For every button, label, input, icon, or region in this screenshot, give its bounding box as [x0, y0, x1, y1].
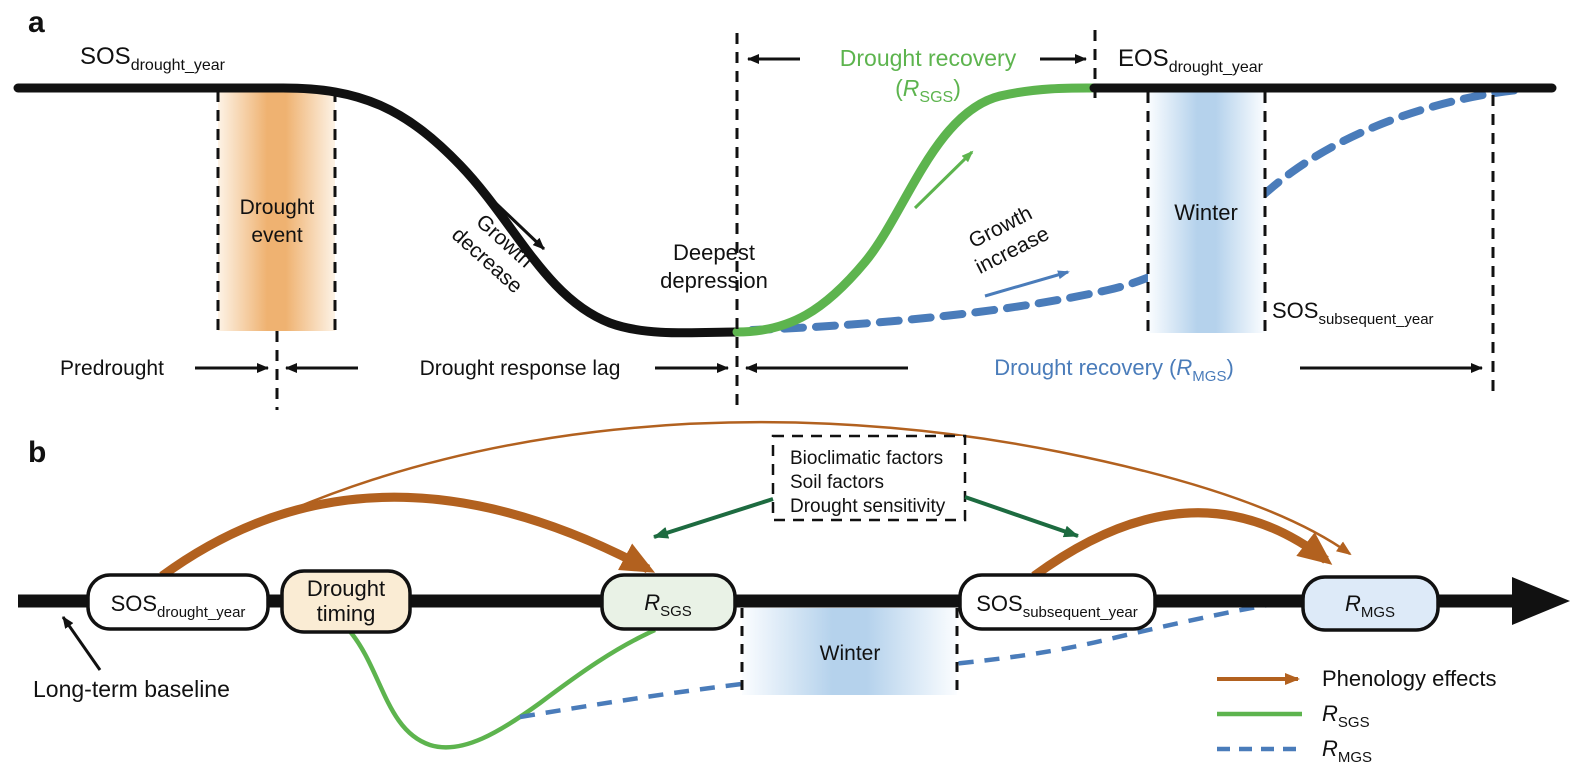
factor-soil: Soil factors [790, 472, 884, 493]
eos-drought-year-label-a: EOSdrought_year [1118, 45, 1264, 76]
svg-text:RSGS: RSGS [644, 590, 692, 620]
recovery-sgs-symbol: (RSGS) [895, 75, 961, 106]
phenology-arc-sosnext-to-rmgs [1031, 508, 1333, 580]
svg-text:depression: depression [660, 268, 768, 293]
predrought-label: Predrought [60, 357, 164, 380]
timeline-arrowhead [1512, 577, 1570, 625]
winter-label-a: Winter [1174, 200, 1238, 225]
svg-text:event: event [251, 224, 303, 247]
factors-box: Bioclimatic factors Soil factors Drought… [771, 434, 967, 522]
legend: Phenology effects RSGS RMGS [1217, 666, 1497, 766]
growth-increase-green-arrow [913, 150, 974, 210]
sos-drought-year-label-a: SOSdrought_year [80, 43, 226, 74]
winter-box-a: Winter [1146, 92, 1267, 333]
factors-arrow-right [964, 495, 1079, 538]
growth-decrease-label: Growth decrease [447, 210, 537, 298]
factors-arrow-left [653, 497, 774, 539]
sos-subsequent-year-label-a: SOSsubsequent_year [1272, 298, 1434, 328]
rsgs-curve-b [346, 627, 656, 750]
node-sos-drought-year: SOSdrought_year [86, 573, 270, 631]
legend-phenology-label: Phenology effects [1322, 666, 1497, 691]
deepest-depression-label: Deepest [673, 240, 755, 265]
factor-drought-sensitivity: Drought sensitivity [790, 496, 946, 517]
winter-label-b: Winter [820, 642, 881, 665]
response-lag-label: Drought response lag [420, 357, 621, 380]
recovery-curve-mgs [748, 86, 1522, 334]
node-r-mgs: RMGS [1301, 575, 1440, 632]
legend-rsgs-label: RSGS [1322, 701, 1370, 731]
svg-text:SOSsubsequent_year: SOSsubsequent_year [976, 591, 1138, 621]
svg-text:SOSdrought_year: SOSdrought_year [111, 591, 246, 621]
long-term-baseline-label: Long-term baseline [33, 676, 230, 702]
drought-event-box: Drought event [216, 91, 337, 331]
svg-text:Drought: Drought [307, 576, 385, 601]
growth-increase-label: Growth increase [965, 202, 1053, 279]
recovery-sgs-title: Drought recovery [840, 45, 1017, 71]
drought-event-label: Drought [240, 196, 315, 219]
phenology-arc-sos-to-rsgs [159, 492, 656, 580]
node-sos-subsequent-year: SOSsubsequent_year [958, 573, 1157, 631]
recovery-curve-sgs [732, 83, 1103, 337]
svg-text:timing: timing [317, 601, 376, 626]
node-drought-timing: Drought timing [280, 569, 412, 634]
legend-rmgs-label: RMGS [1322, 736, 1372, 766]
growth-increase-blue-arrow [984, 270, 1070, 298]
recovery-mgs-label: Drought recovery (RMGS) [994, 355, 1234, 385]
svg-text:RMGS: RMGS [1345, 591, 1395, 621]
node-r-sgs: RSGS [600, 573, 737, 631]
growth-curve-decline [13, 83, 742, 338]
rmgs-curve-b [519, 598, 1296, 720]
phenology-arc-sos-to-rmgs [169, 420, 1352, 574]
winter-box-b: Winter [740, 608, 959, 695]
panel-a-tag: a [28, 6, 45, 39]
factor-bioclimatic: Bioclimatic factors [790, 448, 943, 469]
panel-b-tag: b [28, 436, 46, 469]
growth-decrease-arrow [480, 188, 546, 251]
long-term-baseline-arrow [61, 616, 102, 671]
